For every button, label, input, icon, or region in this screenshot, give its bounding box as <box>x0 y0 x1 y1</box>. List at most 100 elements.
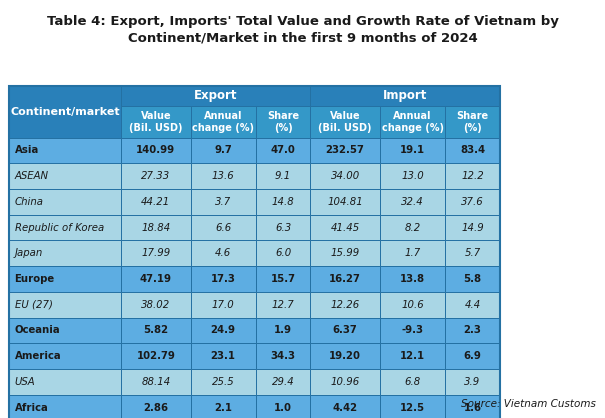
Text: Continent/market: Continent/market <box>10 107 120 117</box>
Bar <box>121 240 191 266</box>
Text: 6.3: 6.3 <box>275 223 291 232</box>
Bar <box>191 343 256 369</box>
Bar <box>310 395 380 418</box>
Text: 232.57: 232.57 <box>325 145 365 155</box>
Text: 1.6: 1.6 <box>463 403 482 413</box>
Text: 18.84: 18.84 <box>141 223 171 232</box>
Text: Import: Import <box>383 89 427 102</box>
Text: 83.4: 83.4 <box>460 145 485 155</box>
Bar <box>191 395 256 418</box>
Text: EU (27): EU (27) <box>15 300 53 310</box>
Text: 12.1: 12.1 <box>400 351 425 361</box>
Text: Annual
change (%): Annual change (%) <box>382 111 443 133</box>
Text: Value
(Bil. USD): Value (Bil. USD) <box>129 111 183 133</box>
Text: 88.14: 88.14 <box>141 377 171 387</box>
Text: China: China <box>15 197 44 207</box>
Text: 14.8: 14.8 <box>272 197 295 207</box>
Text: 104.81: 104.81 <box>327 197 363 207</box>
Bar <box>380 266 445 292</box>
Bar <box>191 240 256 266</box>
Text: Japan: Japan <box>15 248 43 258</box>
Text: 15.7: 15.7 <box>270 274 296 284</box>
Bar <box>310 292 380 318</box>
Text: 19.1: 19.1 <box>400 145 425 155</box>
Text: 12.2: 12.2 <box>461 171 484 181</box>
Text: 3.7: 3.7 <box>215 197 231 207</box>
Bar <box>310 138 380 163</box>
Bar <box>310 318 380 343</box>
Bar <box>191 318 256 343</box>
Bar <box>380 215 445 240</box>
Text: 32.4: 32.4 <box>401 197 424 207</box>
Bar <box>256 343 310 369</box>
Bar <box>121 215 191 240</box>
Text: 2.3: 2.3 <box>463 326 482 335</box>
Text: 5.7: 5.7 <box>465 248 480 258</box>
Text: Share
(%): Share (%) <box>267 111 299 133</box>
Text: 37.6: 37.6 <box>461 197 484 207</box>
Bar <box>9 292 121 318</box>
Bar <box>310 163 380 189</box>
Bar <box>310 86 500 106</box>
Text: 17.3: 17.3 <box>211 274 236 284</box>
Text: 4.6: 4.6 <box>215 248 231 258</box>
Bar <box>310 215 380 240</box>
Bar <box>380 138 445 163</box>
Bar <box>445 343 500 369</box>
Bar <box>9 215 121 240</box>
Text: 13.8: 13.8 <box>400 274 425 284</box>
Text: Source: Vietnam Customs: Source: Vietnam Customs <box>461 399 596 409</box>
Text: 34.3: 34.3 <box>270 351 296 361</box>
Text: 12.7: 12.7 <box>272 300 295 310</box>
Bar <box>9 343 121 369</box>
Bar <box>445 106 500 138</box>
Bar <box>191 215 256 240</box>
Bar <box>310 343 380 369</box>
Text: 3.9: 3.9 <box>465 377 480 387</box>
Text: Republic of Korea: Republic of Korea <box>15 223 104 232</box>
Bar <box>256 106 310 138</box>
Bar <box>380 163 445 189</box>
Bar <box>380 106 445 138</box>
Bar <box>9 138 121 163</box>
Text: 2.86: 2.86 <box>143 403 168 413</box>
Text: 25.5: 25.5 <box>212 377 235 387</box>
Bar <box>380 343 445 369</box>
Text: 47.0: 47.0 <box>270 145 296 155</box>
Text: 140.99: 140.99 <box>136 145 175 155</box>
Bar <box>121 369 191 395</box>
Bar <box>121 86 310 106</box>
Text: USA: USA <box>15 377 35 387</box>
Text: 10.6: 10.6 <box>401 300 424 310</box>
Text: -9.3: -9.3 <box>402 326 424 335</box>
Text: 23.1: 23.1 <box>211 351 236 361</box>
Text: Europe: Europe <box>15 274 54 284</box>
Text: Value
(Bil. USD): Value (Bil. USD) <box>318 111 372 133</box>
Bar <box>9 86 500 418</box>
Bar <box>380 318 445 343</box>
Text: 47.19: 47.19 <box>140 274 172 284</box>
Bar <box>380 189 445 215</box>
Bar <box>380 240 445 266</box>
Bar <box>191 369 256 395</box>
Bar <box>256 266 310 292</box>
Bar <box>121 395 191 418</box>
Bar <box>256 369 310 395</box>
Bar <box>9 240 121 266</box>
Bar <box>310 240 380 266</box>
Bar <box>9 369 121 395</box>
Text: 17.99: 17.99 <box>141 248 171 258</box>
Bar <box>256 318 310 343</box>
Text: 6.9: 6.9 <box>463 351 482 361</box>
Text: 15.99: 15.99 <box>330 248 360 258</box>
Bar <box>256 189 310 215</box>
Text: ASEAN: ASEAN <box>15 171 48 181</box>
Bar <box>9 189 121 215</box>
Text: 2.1: 2.1 <box>214 403 232 413</box>
Text: Share
(%): Share (%) <box>456 111 489 133</box>
Bar <box>256 215 310 240</box>
Bar <box>256 240 310 266</box>
Text: Annual
change (%): Annual change (%) <box>192 111 254 133</box>
Bar <box>310 189 380 215</box>
Text: 8.2: 8.2 <box>405 223 420 232</box>
